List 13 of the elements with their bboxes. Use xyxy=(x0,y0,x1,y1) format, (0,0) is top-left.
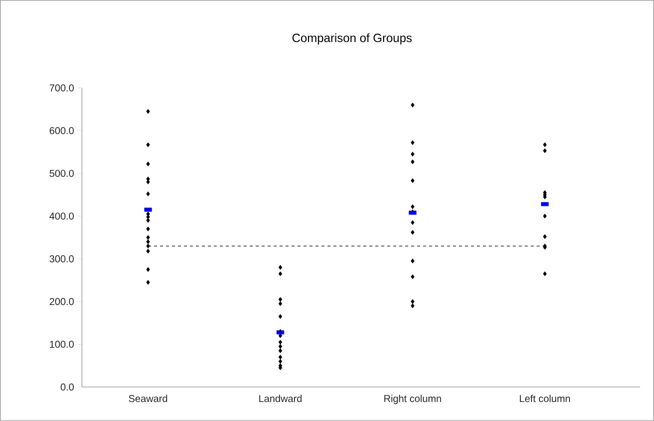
x-tick-label: Right column xyxy=(384,394,442,404)
y-tick-label: 100.0 xyxy=(50,340,74,348)
y-tick-label: 600.0 xyxy=(50,127,74,134)
y-tick-label: 700.0 xyxy=(50,84,74,92)
y-tick-label: 0.0 xyxy=(60,384,74,391)
y-tick-label: 500.0 xyxy=(50,170,74,177)
y-tick-label: 300.0 xyxy=(50,255,74,262)
y-tick-label: 200.0 xyxy=(50,298,74,306)
x-tick-label: Seaward xyxy=(128,394,168,402)
y-tick-label: 400.0 xyxy=(49,212,74,220)
chart-title: Comparison of Groups xyxy=(292,33,412,45)
x-tick-label: Left column xyxy=(520,394,570,402)
x-tick-label: Landward xyxy=(259,394,302,402)
